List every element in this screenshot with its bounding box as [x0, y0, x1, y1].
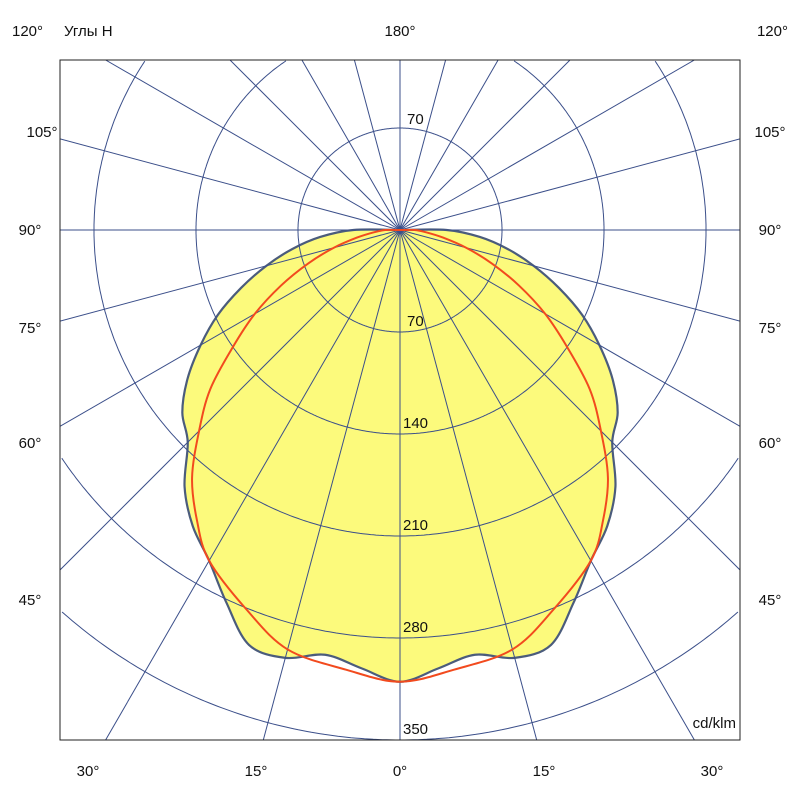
bottom-angle-label: 15°: [533, 763, 556, 780]
radial-grid-circle: [61, 457, 739, 639]
angle-grid-line: [399, 60, 571, 231]
bottom-angle-label: 0°: [393, 763, 407, 780]
angle-grid-line: [399, 229, 695, 740]
plane-label: Углы H: [64, 23, 113, 40]
angle-grid-line: [60, 138, 401, 231]
left-angle-label: 90°: [19, 222, 42, 239]
radial-grid-circle: [195, 60, 605, 435]
angle-grid-line: [399, 60, 447, 231]
bottom-angle-label: 30°: [77, 763, 100, 780]
angle-grid-line: [301, 60, 401, 231]
unit-label: cd/klm: [693, 715, 736, 732]
bottom-angle-label: 30°: [701, 763, 724, 780]
left-angle-label: 75°: [19, 320, 42, 337]
left-angle-label: 45°: [19, 592, 42, 609]
angle-grid-line: [353, 60, 401, 231]
radial-tick-label-upper: 70: [407, 111, 424, 128]
right-angle-label: 45°: [759, 592, 782, 609]
angle-grid-line: [60, 229, 401, 571]
radial-tick-label: 70: [407, 313, 424, 330]
right-angle-label: 60°: [759, 435, 782, 452]
angle-grid-line: [229, 60, 401, 231]
angle-grid-line: [399, 60, 499, 231]
angle-grid-line: [105, 60, 401, 231]
angle-grid-line: [105, 229, 401, 740]
plot-frame: [59, 59, 741, 741]
intensity-curve-series-2: [191, 228, 609, 683]
angle-grid-line: [60, 229, 401, 322]
left-angle-label: 60°: [19, 435, 42, 452]
angle-grid-line: [262, 229, 401, 740]
angle-grid-line: [60, 229, 401, 427]
angle-grid-line: [399, 138, 740, 231]
left-angle-label: 105°: [26, 124, 57, 141]
right-angle-label: 75°: [759, 320, 782, 337]
header-right-angle: 120°: [757, 23, 788, 40]
header-left-angle: 120°: [12, 23, 43, 40]
radial-grid-circle: [93, 60, 707, 537]
radial-tick-label: 280: [403, 619, 428, 636]
angle-grid-line: [399, 229, 740, 322]
header-top-angle: 180°: [384, 23, 415, 40]
radial-tick-label: 210: [403, 517, 428, 534]
right-angle-label: 90°: [759, 222, 782, 239]
angle-grid-line: [399, 229, 740, 427]
angle-grid-line: [399, 60, 695, 231]
bottom-angle-label: 15°: [245, 763, 268, 780]
radial-tick-label: 140: [403, 415, 428, 432]
angle-grid-line: [399, 229, 740, 571]
radial-tick-label: 350: [403, 721, 428, 738]
right-angle-label: 105°: [754, 124, 785, 141]
radial-grid-circle: [61, 611, 739, 740]
angle-grid-line: [399, 229, 538, 740]
